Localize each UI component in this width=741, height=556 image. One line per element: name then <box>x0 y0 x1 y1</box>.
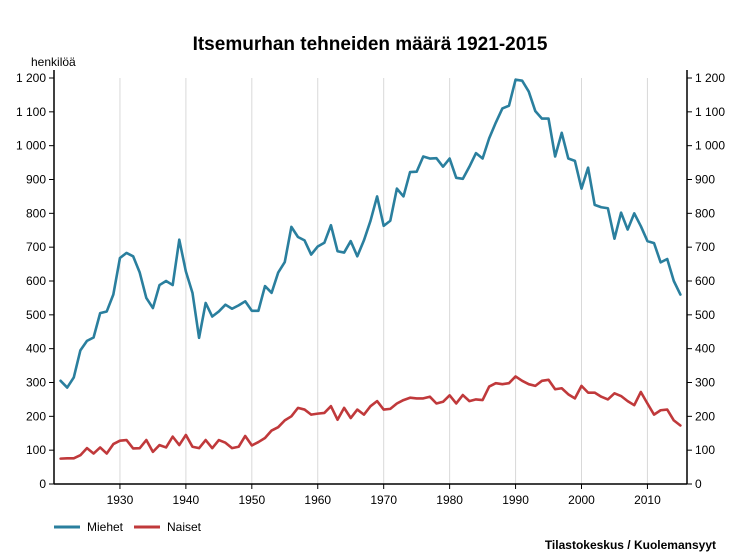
y-tick-label-right-1200: 1 200 <box>695 71 725 85</box>
chart-title: Itsemurhan tehneiden määrä 1921-2015 <box>193 34 548 55</box>
x-tick-label-1930: 1930 <box>107 493 134 507</box>
series-line-naiset <box>59 375 682 460</box>
y-tick-label-right-100: 100 <box>695 443 715 457</box>
legend-label-miehet: Miehet <box>87 520 124 534</box>
y-tick-label-right-600: 600 <box>695 274 715 288</box>
y-tick-label-right-900: 900 <box>695 173 715 187</box>
y-tick-label-right-1000: 1 000 <box>695 139 725 153</box>
x-tick-label-1970: 1970 <box>370 493 397 507</box>
y-tick-label-left-800: 800 <box>26 206 46 220</box>
series-line-miehet <box>59 78 682 389</box>
x-tick-label-2010: 2010 <box>634 493 661 507</box>
y-tick-label-left-300: 300 <box>26 376 46 390</box>
y-tick-label-left-400: 400 <box>26 342 46 356</box>
y-tick-label-right-1100: 1 100 <box>695 105 725 119</box>
y-tick-label-left-1100: 1 100 <box>16 105 46 119</box>
y-ticks-left: 0 100 200 300 400 500 600 700 800 900 1 000 1 100 1 … <box>16 71 54 491</box>
y-tick-label-left-600: 600 <box>26 274 46 288</box>
series-lines <box>59 78 682 460</box>
y-tick-label-left-0: 0 <box>39 477 46 491</box>
y-tick-label-right-500: 500 <box>695 308 715 322</box>
source-note: Tilastokeskus / Kuolemansyyt <box>545 538 716 552</box>
y-tick-label-right-400: 400 <box>695 342 715 356</box>
x-tick-label-1990: 1990 <box>502 493 529 507</box>
x-ticks: 1930 1940 1950 1960 1970 1980 1990 2000 2010 <box>107 484 661 507</box>
y-tick-label-left-200: 200 <box>26 409 46 423</box>
y-axis-unit-label: henkilöä <box>31 55 76 69</box>
legend-label-naiset: Naiset <box>167 520 202 534</box>
y-tick-label-left-100: 100 <box>26 443 46 457</box>
y-ticks-right: 0 100 200 300 400 500 600 700 800 900 1 000 1 100 1 … <box>687 71 725 491</box>
y-tick-label-right-200: 200 <box>695 409 715 423</box>
y-tick-label-right-800: 800 <box>695 206 715 220</box>
x-tick-label-1980: 1980 <box>436 493 463 507</box>
y-tick-label-right-0: 0 <box>695 477 702 491</box>
x-tick-label-1950: 1950 <box>238 493 265 507</box>
y-tick-label-left-700: 700 <box>26 240 46 254</box>
vertical-gridlines <box>119 78 648 484</box>
y-tick-label-left-500: 500 <box>26 308 46 322</box>
y-tick-label-right-300: 300 <box>695 376 715 390</box>
y-tick-label-right-700: 700 <box>695 240 715 254</box>
legend: Miehet Naiset <box>54 520 202 534</box>
x-tick-label-1960: 1960 <box>304 493 331 507</box>
x-tick-label-2000: 2000 <box>568 493 595 507</box>
x-tick-label-1940: 1940 <box>173 493 200 507</box>
y-tick-label-left-900: 900 <box>26 173 46 187</box>
axes <box>53 70 688 485</box>
y-tick-label-left-1000: 1 000 <box>16 139 46 153</box>
y-tick-label-left-1200: 1 200 <box>16 71 46 85</box>
